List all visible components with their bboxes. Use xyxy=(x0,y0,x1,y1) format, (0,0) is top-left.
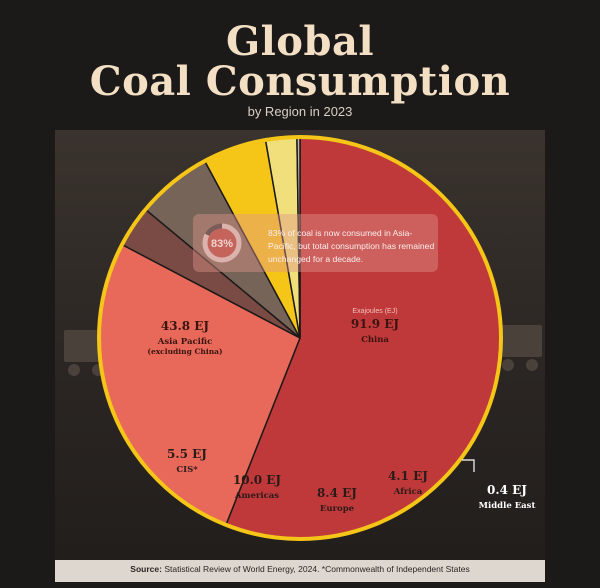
source-note: Source: Statistical Review of World Ener… xyxy=(55,564,545,574)
percent-ring: 83% xyxy=(202,223,242,263)
slice-name-label-cis: CIS* xyxy=(176,465,198,475)
slice-value-label-asia-pacific: 43.8 EJ xyxy=(161,319,210,333)
footer-bar: Source: Statistical Review of World Ener… xyxy=(55,560,545,582)
slice-value-label-cis: 5.5 EJ xyxy=(167,447,207,461)
pie-rim xyxy=(97,135,503,541)
slice-name-label-asia-pacific: Asia Pacific xyxy=(157,337,213,347)
slice-name-label-asia-pacific: (excluding China) xyxy=(147,347,222,356)
slice-value-label-americas: 10.0 EJ xyxy=(233,473,282,487)
slice-value-label-china: 91.9 EJ xyxy=(351,317,400,331)
slice-name-label-americas: Americas xyxy=(234,491,279,501)
source-text: Statistical Review of World Energy, 2024… xyxy=(164,564,470,574)
slice-name-label-africa: Africa xyxy=(393,487,423,497)
slice-value-label-europe: 8.4 EJ xyxy=(317,486,357,500)
slice-name-label-europe: Europe xyxy=(320,504,355,514)
slice-value-label-middle-east: 0.4 EJ xyxy=(487,483,527,497)
source-label: Source: xyxy=(130,564,162,574)
callout-box xyxy=(193,214,438,272)
callout-text: 83% of coal is now consumed in Asia-Paci… xyxy=(268,228,435,264)
unit-note: Exajoules (EJ) xyxy=(352,308,397,315)
chart-title-line1: Global xyxy=(225,18,375,65)
slice-name-label-middle-east: Middle East xyxy=(479,501,536,511)
middle-east-leader-line xyxy=(462,459,475,472)
chart-subtitle: by Region in 2023 xyxy=(247,104,353,119)
coal-cart-right-icon xyxy=(498,325,542,371)
slice-value-label-africa: 4.1 EJ xyxy=(388,469,428,483)
percent-ring-label: 83% xyxy=(211,238,233,250)
chart-title-line2: Coal Consumption xyxy=(89,58,511,105)
slice-name-label-china: China xyxy=(361,335,389,345)
